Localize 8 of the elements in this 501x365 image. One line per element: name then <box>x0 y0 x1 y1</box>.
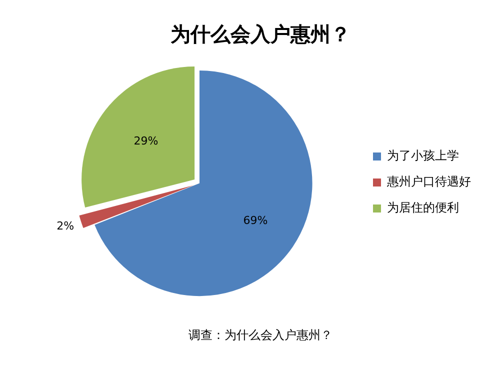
legend-label: 惠州户口待遇好 <box>386 174 471 189</box>
data-label: 2% <box>56 220 74 233</box>
legend-label: 为了小孩上学 <box>387 148 459 163</box>
data-label: 29% <box>134 134 158 148</box>
data-label: 69% <box>243 214 268 228</box>
chart-title: 为什么会入户惠州？ <box>170 22 350 46</box>
text: 调查：为什么会入户惠州？ <box>188 328 332 342</box>
legend-label: 为居住的便利 <box>387 200 459 215</box>
